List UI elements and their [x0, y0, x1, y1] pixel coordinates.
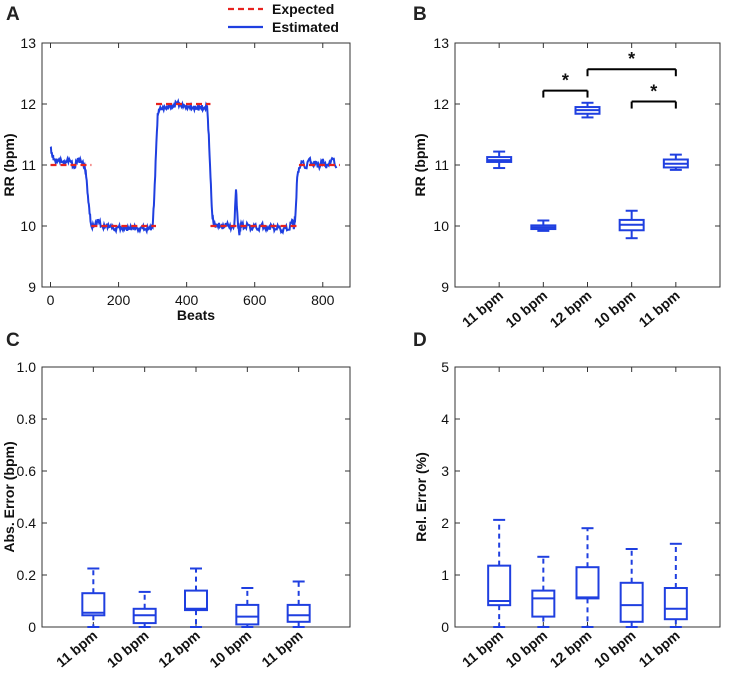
box	[531, 555, 556, 628]
y-tick-label: 12	[433, 96, 449, 112]
box	[132, 590, 157, 628]
y-tick-label: 3	[441, 463, 449, 479]
box	[574, 101, 601, 119]
box-iqr	[575, 566, 600, 600]
y-axis-label: RR (bpm)	[412, 134, 428, 197]
x-axis-label: Beats	[177, 307, 215, 323]
y-tick-label: 9	[28, 279, 36, 295]
category-label: 11 bpm	[459, 287, 506, 330]
x-tick-label: 0	[47, 292, 55, 308]
category-label: 11 bpm	[636, 627, 683, 670]
significance-star: *	[628, 49, 635, 69]
y-tick-label: 13	[20, 35, 36, 51]
x-tick-label: 200	[107, 292, 131, 308]
x-tick-label: 600	[243, 292, 267, 308]
y-axis-label: Abs. Error (bpm)	[1, 441, 17, 552]
box	[487, 518, 512, 628]
legend: Expected Estimated	[228, 1, 339, 35]
estimated-series-line	[49, 97, 338, 236]
x-tick-label: 800	[311, 292, 335, 308]
y-tick-label: 12	[20, 96, 36, 112]
significance-bracket: *	[630, 82, 677, 109]
box	[575, 527, 600, 628]
y-tick-label: 4	[441, 411, 449, 427]
panel-letter: A	[6, 4, 20, 25]
category-label: 11 bpm	[53, 627, 100, 670]
y-tick-label: 2	[441, 515, 449, 531]
y-tick-label: 11	[21, 157, 36, 173]
box	[286, 580, 311, 628]
box	[663, 542, 688, 628]
significance-star: *	[650, 82, 657, 102]
category-label: 10 bpm	[591, 287, 639, 331]
y-tick-label: 11	[434, 157, 449, 173]
category-label: 12 bpm	[547, 287, 595, 331]
category-label: 11 bpm	[636, 287, 683, 330]
panel-c: C00.20.40.60.81.011 bpm 10 bpm 12 bpm 10 bp…	[1, 330, 351, 671]
category-label: 10 bpm	[591, 627, 639, 671]
y-tick-label: 10	[433, 218, 449, 234]
legend-label-estimated: Estimated	[272, 19, 339, 35]
box-iqr	[531, 589, 556, 618]
box-iqr	[286, 603, 311, 623]
significance-bracket: *	[542, 71, 589, 98]
category-label: 11 bpm	[459, 627, 506, 670]
box-iqr	[81, 592, 106, 617]
category-label: 12 bpm	[155, 627, 203, 671]
y-tick-label: 0.4	[17, 515, 37, 531]
box-iqr	[663, 587, 688, 621]
y-tick-label: 0.6	[17, 463, 37, 479]
y-tick-label: 1.0	[17, 359, 37, 375]
category-label: 10 bpm	[502, 287, 550, 331]
box-iqr	[184, 589, 208, 612]
y-tick-label: 13	[433, 35, 449, 51]
box	[486, 150, 513, 170]
panel-letter: C	[6, 330, 20, 351]
panel-a: A 9 10 11 12 13 0 200 400 600 800 Beats RR (bpm) Expe…	[1, 1, 351, 323]
box	[619, 548, 644, 628]
box-iqr	[619, 581, 644, 623]
significance-bracket: *	[586, 49, 677, 77]
box	[530, 219, 557, 232]
box	[184, 567, 208, 628]
y-axis-label: RR (bpm)	[1, 134, 17, 197]
y-tick-label: 0.2	[17, 567, 37, 583]
y-axis-label: Rel. Error (%)	[413, 452, 429, 541]
box	[662, 153, 689, 171]
y-tick-label: 0.8	[17, 411, 37, 427]
category-label: 11 bpm	[258, 627, 305, 670]
y-tick-label: 0	[28, 619, 36, 635]
y-tick-label: 10	[20, 218, 36, 234]
box	[618, 209, 645, 240]
category-label: 10 bpm	[502, 627, 550, 671]
panel-letter: D	[413, 330, 427, 351]
box	[81, 567, 106, 628]
category-label: 10 bpm	[206, 627, 254, 671]
y-tick-label: 1	[441, 567, 449, 583]
panel-letter: B	[413, 4, 427, 25]
y-tick-label: 0	[441, 619, 449, 635]
box-iqr	[487, 564, 512, 607]
x-tick-label: 400	[175, 292, 199, 308]
significance-star: *	[562, 71, 569, 91]
y-tick-label: 5	[441, 359, 449, 375]
category-label: 10 bpm	[104, 627, 152, 671]
box	[235, 587, 260, 628]
y-tick-label: 9	[441, 279, 449, 295]
category-label: 12 bpm	[547, 627, 595, 671]
box-iqr	[235, 603, 260, 626]
legend-label-expected: Expected	[272, 1, 334, 17]
